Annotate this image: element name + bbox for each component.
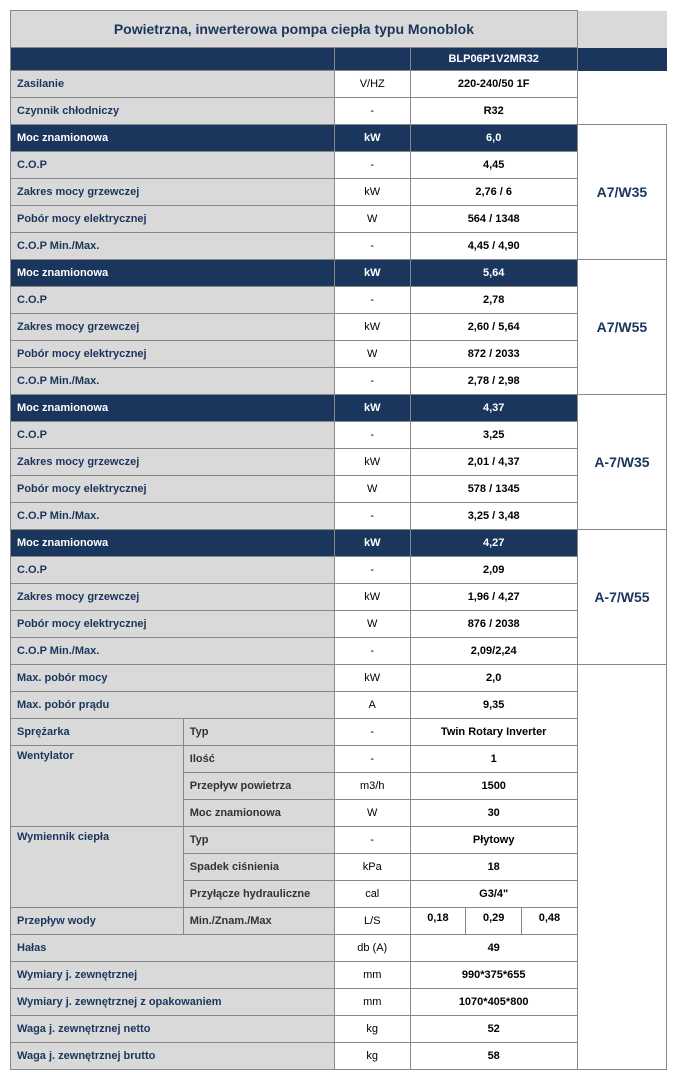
condition-label: A-7/W55	[577, 530, 666, 665]
flow-max: 0,48	[522, 908, 577, 934]
table-row: Waga j. zewnętrznej netto kg 52	[11, 1016, 667, 1043]
table-row: Waga j. zewnętrznej brutto kg 58	[11, 1043, 667, 1070]
table-row: Wymiary j. zewnętrznej z opakowaniem mm …	[11, 989, 667, 1016]
table-row: Moc znamionowa kW 5,64 A7/W55	[11, 260, 667, 287]
table-row: C.O.P Min./Max.-3,25 / 3,48	[11, 503, 667, 530]
table-row: Max. pobór prądu A 9,35	[11, 692, 667, 719]
table-row: Zasilanie V/HZ 220-240/50 1F	[11, 71, 667, 98]
table-row: Pobór mocy elektrycznejW872 / 2033	[11, 341, 667, 368]
condition-label: A-7/W35	[577, 395, 666, 530]
table-row: Sprężarka Typ - Twin Rotary Inverter	[11, 719, 667, 746]
table-row: Zakres mocy grzewczejkW1,96 / 4,27	[11, 584, 667, 611]
table-row: C.O.P Min./Max.-4,45 / 4,90	[11, 233, 667, 260]
flow-nom: 0,29	[466, 908, 522, 934]
table-row: Zakres mocy grzewczejkW2,76 / 6	[11, 179, 667, 206]
table-row: C.O.P-4,45	[11, 152, 667, 179]
table-row: C.O.P Min./Max.-2,09/2,24	[11, 638, 667, 665]
table-row: Wymiary j. zewnętrznej mm 990*375*655	[11, 962, 667, 989]
title: Powietrzna, inwerterowa pompa ciepła typ…	[11, 11, 578, 48]
model-code: BLP06P1V2MR32	[410, 48, 577, 71]
table-row: C.O.P-2,09	[11, 557, 667, 584]
flow-min: 0,18	[411, 908, 467, 934]
table-row: C.O.P-2,78	[11, 287, 667, 314]
title-row: Powietrzna, inwerterowa pompa ciepła typ…	[11, 11, 667, 48]
table-row: Moc znamionowa kW 4,27 A-7/W55	[11, 530, 667, 557]
table-row: Pobór mocy elektrycznejW876 / 2038	[11, 611, 667, 638]
table-row: Wentylator Ilość - 1	[11, 746, 667, 773]
spec-table: Powietrzna, inwerterowa pompa ciepła typ…	[10, 10, 667, 1070]
condition-label: A7/W55	[577, 260, 666, 395]
table-row: Zakres mocy grzewczejkW2,60 / 5,64	[11, 314, 667, 341]
table-row: Przepływ wody Min./Znam./Max L/S 0,18 0,…	[11, 908, 667, 935]
table-row: Wymiennik ciepła Typ - Płytowy	[11, 827, 667, 854]
table-row: Pobór mocy elektrycznejW578 / 1345	[11, 476, 667, 503]
table-row: Hałas db (A) 49	[11, 935, 667, 962]
model-header: BLP06P1V2MR32	[11, 48, 667, 71]
table-row: Moc znamionowa kW 4,37 A-7/W35	[11, 395, 667, 422]
table-row: Zakres mocy grzewczejkW2,01 / 4,37	[11, 449, 667, 476]
table-row: Max. pobór mocy kW 2,0	[11, 665, 667, 692]
table-row: C.O.P-3,25	[11, 422, 667, 449]
condition-label: A7/W35	[577, 125, 666, 260]
table-row: C.O.P Min./Max.-2,78 / 2,98	[11, 368, 667, 395]
table-row: Czynnik chłodniczy - R32	[11, 98, 667, 125]
table-row: Moc znamionowa kW 6,0 A7/W35	[11, 125, 667, 152]
table-row: Pobór mocy elektrycznejW564 / 1348	[11, 206, 667, 233]
